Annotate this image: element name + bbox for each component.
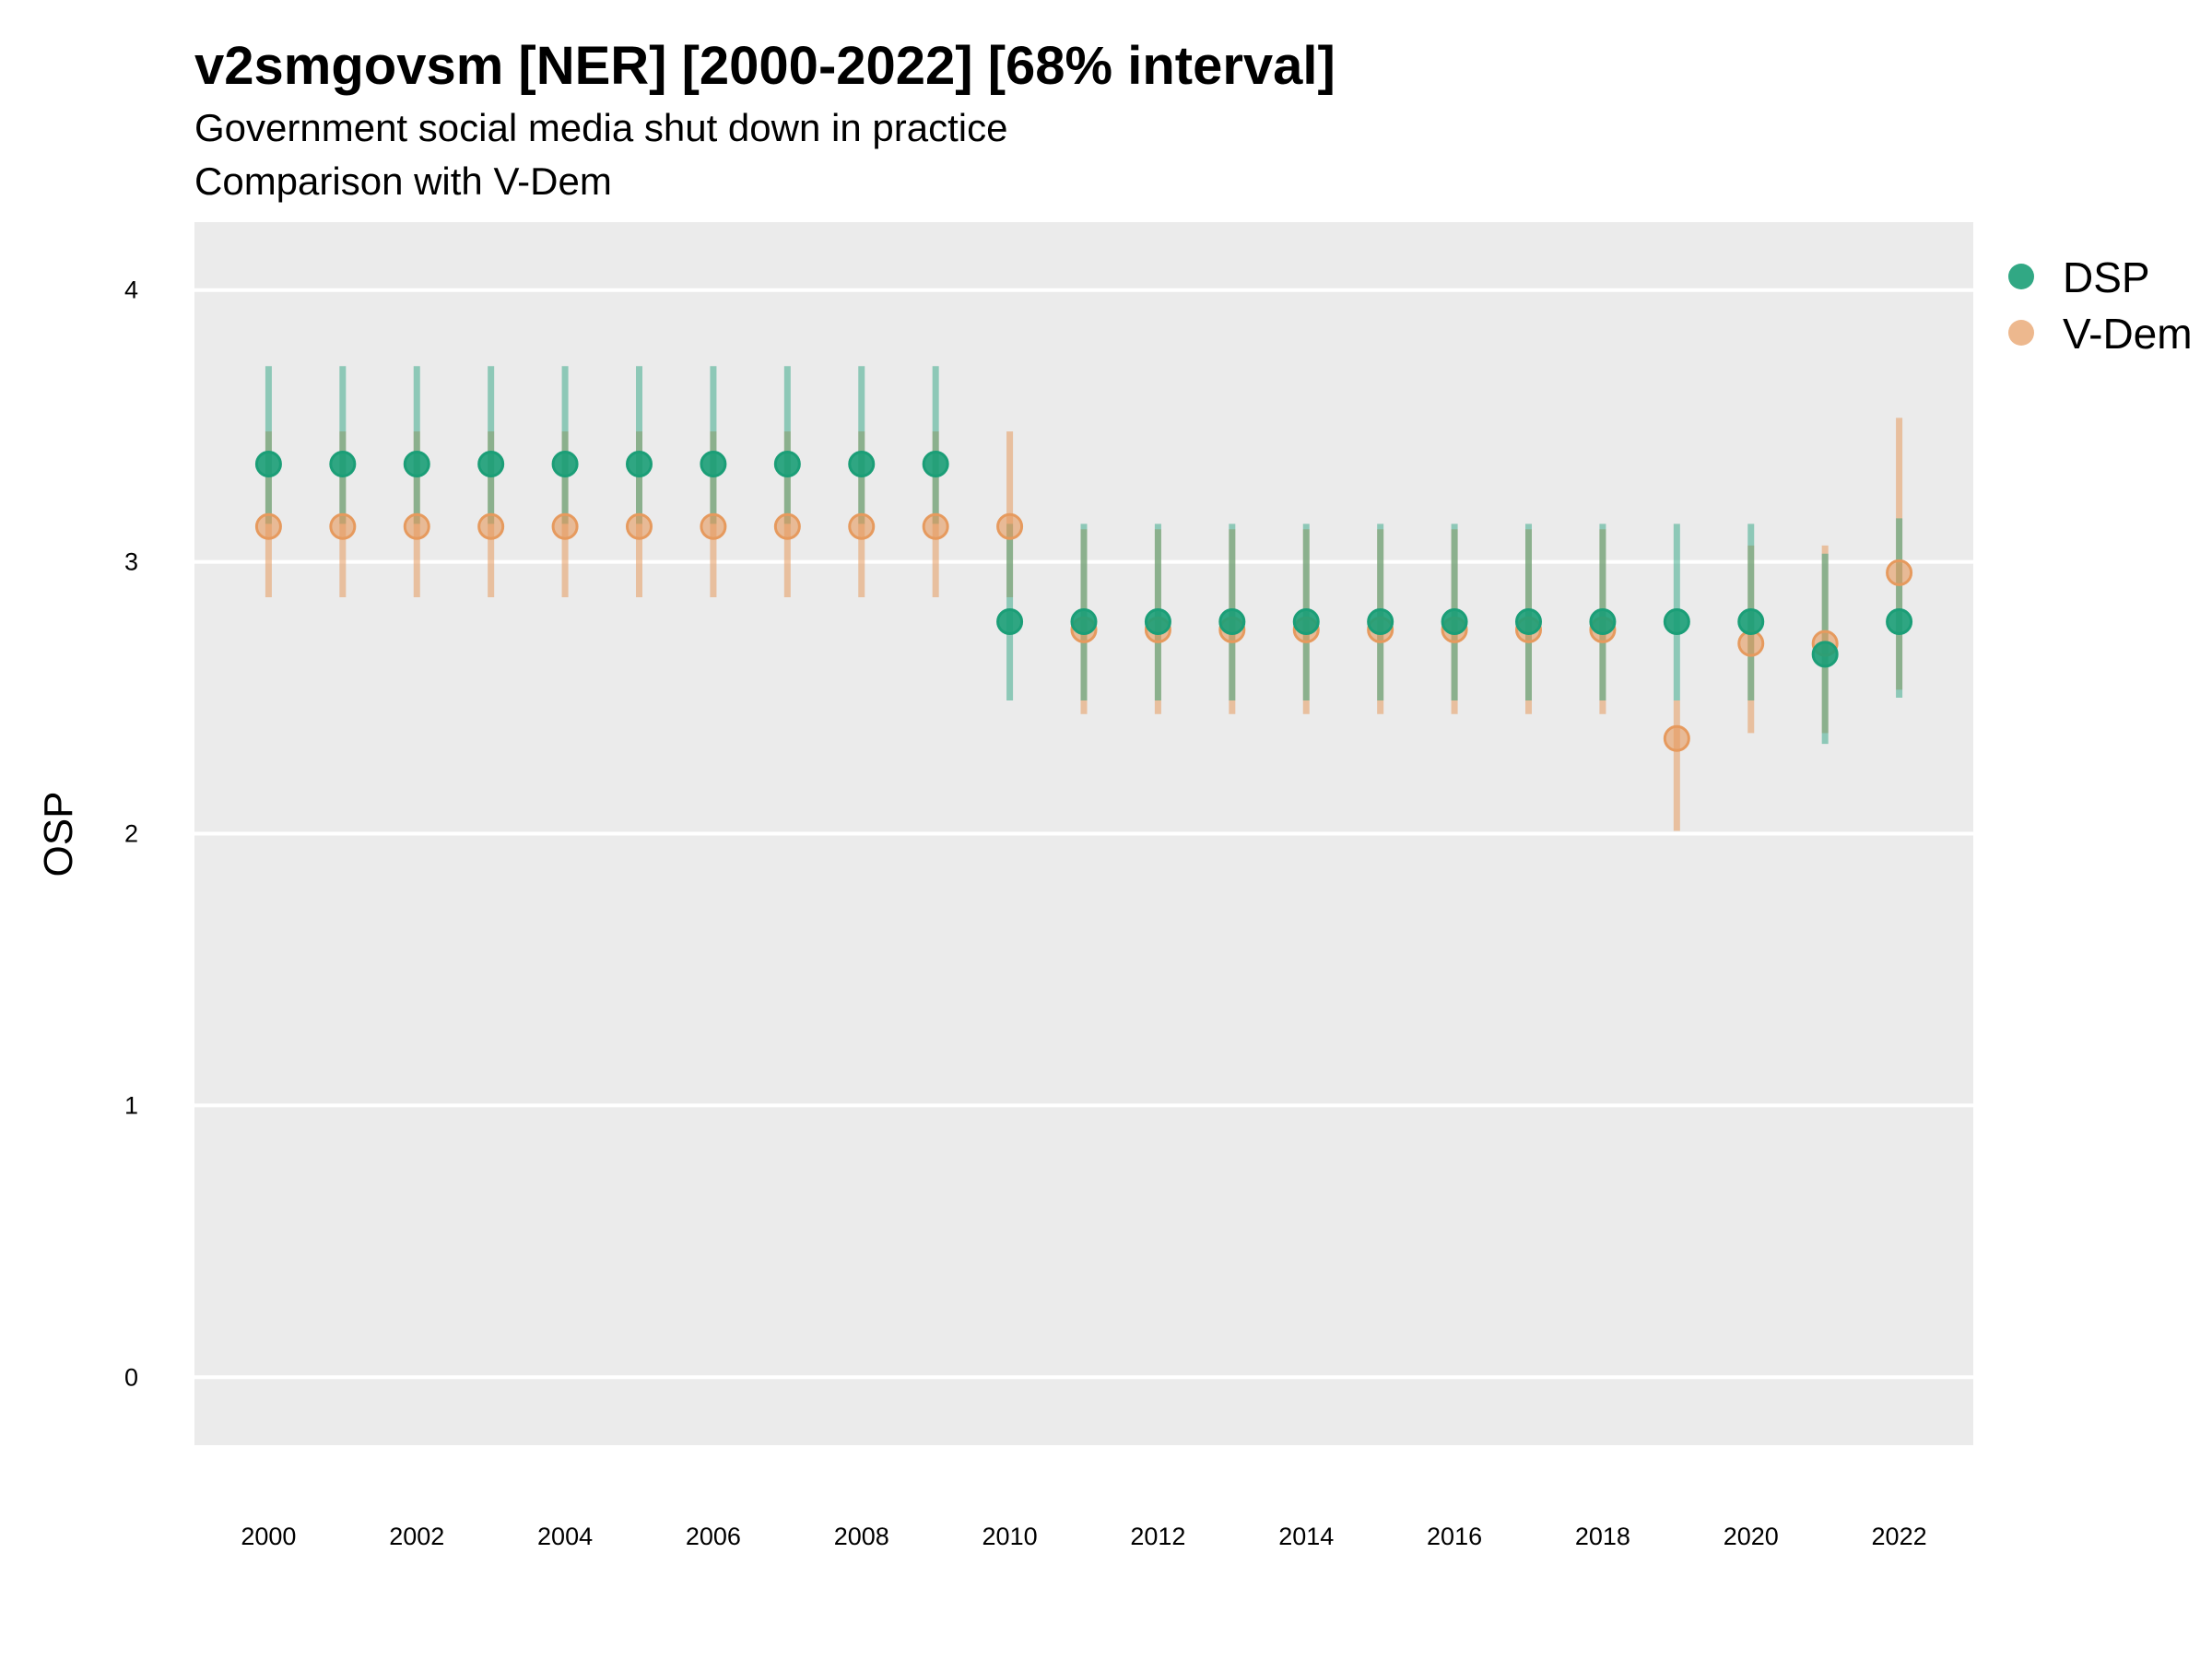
- vdem-point: [773, 512, 801, 540]
- dsp-point: [1663, 607, 1690, 635]
- dsp-point: [1737, 607, 1765, 635]
- legend-swatch-dsp: [2008, 264, 2034, 289]
- x-tick-label: 2006: [686, 1523, 741, 1550]
- dsp-point: [254, 450, 282, 477]
- dsp-point: [1144, 607, 1171, 635]
- dsp-point: [848, 450, 876, 477]
- x-axis-ticks: 2000 2002 2004 2006 2008 2010 2012 2014 2016 2018…: [241, 1523, 1926, 1550]
- vdem-point: [1663, 724, 1690, 752]
- vdem-point: [848, 512, 876, 540]
- vdem-point: [1886, 559, 1913, 586]
- x-tick-label: 2020: [1724, 1523, 1779, 1550]
- dsp-point: [1811, 641, 1839, 668]
- dsp-point: [1886, 607, 1913, 635]
- dsp-point: [626, 450, 653, 477]
- y-axis-ticks: 0 1 2 3 4: [124, 276, 138, 1392]
- dsp-point: [1589, 607, 1617, 635]
- x-tick-label: 2014: [1278, 1523, 1334, 1550]
- y-tick-label: 3: [124, 548, 138, 576]
- x-tick-label: 2004: [537, 1523, 593, 1550]
- vdem-point: [996, 512, 1024, 540]
- vdem-point: [551, 512, 579, 540]
- y-tick-label: 2: [124, 820, 138, 848]
- x-tick-label: 2008: [834, 1523, 889, 1550]
- legend-label-vdem: V-Dem: [2063, 310, 2193, 358]
- dsp-point: [477, 450, 505, 477]
- vdem-point: [403, 512, 430, 540]
- chart-subtitle-comparison: Comparison with V-Dem: [194, 159, 612, 203]
- x-tick-label: 2010: [982, 1523, 1038, 1550]
- vdem-point: [329, 512, 357, 540]
- dsp-point: [1292, 607, 1320, 635]
- y-axis-label: OSP: [36, 792, 81, 877]
- x-tick-label: 2012: [1130, 1523, 1185, 1550]
- dsp-point-layer: [254, 450, 1913, 668]
- dsp-point: [922, 450, 949, 477]
- dsp-point: [1441, 607, 1468, 635]
- vdem-point: [477, 512, 505, 540]
- dsp-point: [1070, 607, 1098, 635]
- vdem-point: [922, 512, 949, 540]
- dsp-point: [1515, 607, 1542, 635]
- x-tick-label: 2022: [1872, 1523, 1927, 1550]
- legend-swatch-vdem: [2008, 320, 2034, 346]
- dsp-point: [700, 450, 727, 477]
- chart-title: v2smgovsm [NER] [2000-2022] [68% interva…: [194, 36, 1335, 96]
- dsp-point: [1218, 607, 1246, 635]
- chart-subtitle: Government social media shut down in pra…: [194, 106, 1008, 149]
- dsp-point: [996, 607, 1024, 635]
- x-tick-label: 2016: [1427, 1523, 1482, 1550]
- y-tick-label: 1: [124, 1091, 138, 1119]
- dsp-point: [1367, 607, 1394, 635]
- x-tick-label: 2018: [1575, 1523, 1630, 1550]
- dsp-point: [329, 450, 357, 477]
- legend: DSP V-Dem: [2008, 253, 2193, 358]
- dsp-point: [773, 450, 801, 477]
- vdem-point: [700, 512, 727, 540]
- y-tick-label: 0: [124, 1363, 138, 1391]
- vdem-point: [626, 512, 653, 540]
- dsp-point: [551, 450, 579, 477]
- legend-label-dsp: DSP: [2063, 253, 2150, 301]
- dsp-point: [403, 450, 430, 477]
- y-tick-label: 4: [124, 276, 138, 304]
- x-tick-label: 2002: [389, 1523, 444, 1550]
- vdem-point: [254, 512, 282, 540]
- x-tick-label: 2000: [241, 1523, 296, 1550]
